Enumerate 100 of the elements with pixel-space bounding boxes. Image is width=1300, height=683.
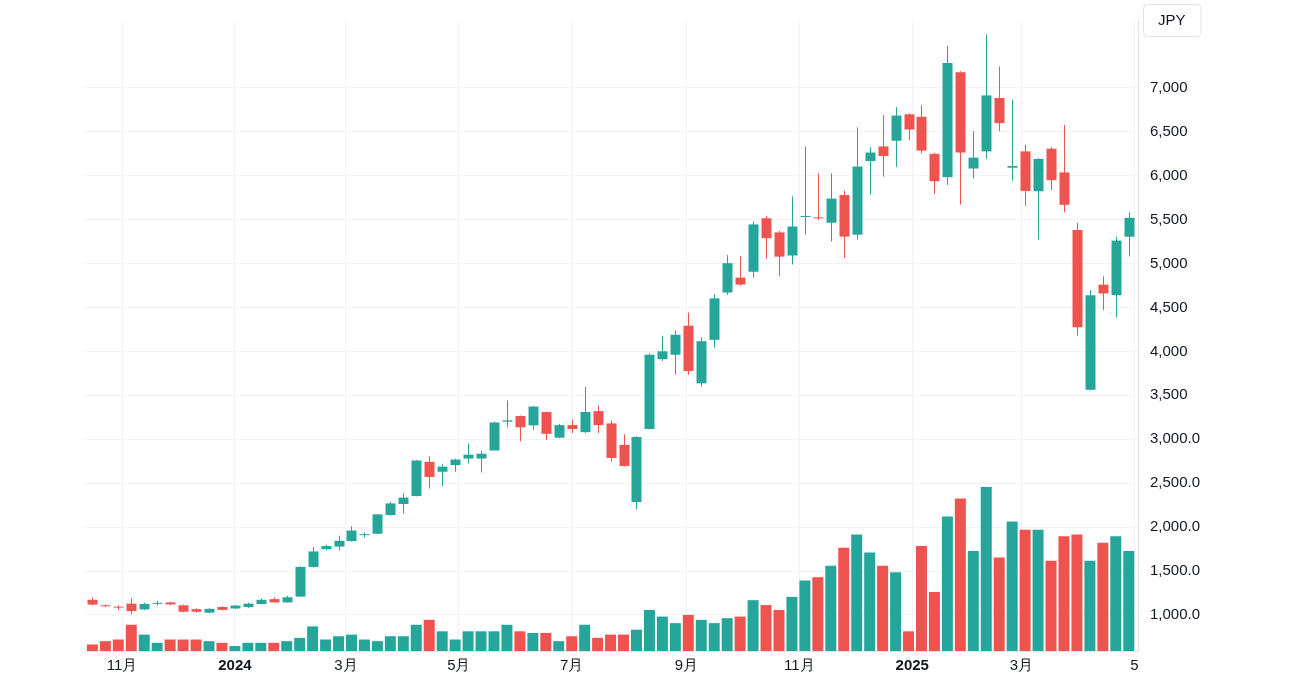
- bar: [695, 619, 707, 651]
- bar: [993, 557, 1005, 651]
- bar: [410, 624, 422, 651]
- y-tick-label: 6,500: [1150, 121, 1188, 139]
- bar: [1110, 536, 1122, 651]
- bar: [928, 591, 940, 651]
- candlestick: [800, 146, 811, 236]
- bar: [1123, 550, 1135, 651]
- bar: [125, 624, 137, 651]
- x-tick-label: 3月: [1009, 656, 1034, 674]
- bar: [501, 624, 513, 651]
- candlestick: [437, 463, 448, 487]
- bar: [203, 641, 215, 651]
- y-tick-label: 1,500.0: [1150, 561, 1201, 579]
- bar: [397, 636, 409, 651]
- x-tick-label: 3月: [334, 656, 358, 674]
- bar: [825, 565, 837, 651]
- candlestick: [761, 215, 772, 260]
- bar: [86, 644, 98, 651]
- bar: [838, 547, 850, 651]
- candlestick: [878, 114, 889, 178]
- bar: [1084, 560, 1096, 651]
- y-tick-label: 4,000: [1150, 341, 1188, 359]
- bar: [112, 639, 124, 651]
- candlestick: [593, 404, 604, 434]
- candlestick: [1007, 99, 1018, 182]
- bar: [721, 618, 733, 651]
- candlestick: [308, 546, 319, 569]
- bar: [656, 616, 668, 651]
- bar: [812, 577, 824, 651]
- candlestick: [463, 442, 474, 464]
- bar: [954, 498, 966, 651]
- candlestick: [904, 112, 915, 141]
- bar: [941, 516, 953, 651]
- y-tick-label: 6,000: [1150, 165, 1188, 183]
- y-tick-label: 3,000.0: [1150, 429, 1201, 447]
- bar: [566, 636, 578, 651]
- bar: [177, 639, 189, 651]
- candlestick: [398, 492, 409, 515]
- bar: [423, 619, 435, 651]
- bar: [592, 637, 604, 651]
- candlestick: [1124, 211, 1135, 257]
- bar: [915, 546, 927, 651]
- x-tick-label: 2024: [218, 656, 253, 674]
- bar: [307, 626, 319, 651]
- bar: [1097, 542, 1109, 651]
- candlestick: [515, 415, 526, 442]
- candlestick: [502, 399, 513, 428]
- bar: [1071, 534, 1083, 651]
- bar: [358, 639, 370, 651]
- bar: [1006, 521, 1018, 651]
- bar: [967, 550, 979, 651]
- bar: [371, 641, 383, 651]
- y-tick-label: 5,500: [1150, 209, 1188, 227]
- bar: [877, 565, 889, 651]
- candlestick: [424, 455, 435, 490]
- bar: [216, 642, 228, 651]
- y-tick-label: 2,500.0: [1150, 473, 1201, 491]
- bar: [708, 623, 720, 651]
- bar: [268, 642, 280, 651]
- bar: [553, 641, 565, 651]
- bar: [462, 631, 474, 651]
- x-tick-label: 2025: [895, 656, 929, 674]
- bar: [799, 580, 811, 651]
- x-tick-label: 7月: [560, 656, 584, 674]
- x-tick-label: 5: [1130, 656, 1139, 674]
- bar: [281, 641, 293, 651]
- bar: [138, 634, 150, 651]
- y-tick-label: 5,000: [1150, 253, 1188, 271]
- candlestick: [528, 405, 539, 431]
- bar: [384, 636, 396, 651]
- y-tick-label: 4,500: [1150, 297, 1188, 315]
- candlestick: [865, 146, 876, 196]
- y-axis-title: JPY: [1158, 11, 1186, 29]
- bar: [605, 634, 617, 651]
- bar: [527, 632, 539, 651]
- candlestick: [1098, 275, 1109, 311]
- x-tick-label: 5月: [447, 656, 471, 674]
- bar: [345, 634, 357, 651]
- bar: [579, 624, 591, 651]
- bar: [851, 534, 863, 651]
- bar: [320, 639, 332, 651]
- bar: [99, 641, 111, 651]
- bar: [514, 631, 526, 651]
- bar: [255, 642, 267, 651]
- bar: [151, 642, 163, 651]
- x-tick-label: 9月: [674, 656, 699, 674]
- bar: [164, 639, 176, 651]
- y-tick-label: 2,000.0: [1150, 517, 1201, 535]
- candlestick: [735, 255, 746, 286]
- candlestick: [813, 172, 824, 221]
- y-tick-label: 3,500: [1150, 385, 1188, 403]
- bar: [890, 572, 902, 651]
- bar: [540, 632, 552, 651]
- bar: [682, 614, 694, 651]
- candlestick: [968, 130, 979, 179]
- candlestick: [619, 433, 630, 467]
- bar: [242, 642, 254, 651]
- y-tick-label: 1,000.0: [1150, 605, 1201, 623]
- bar: [190, 639, 202, 651]
